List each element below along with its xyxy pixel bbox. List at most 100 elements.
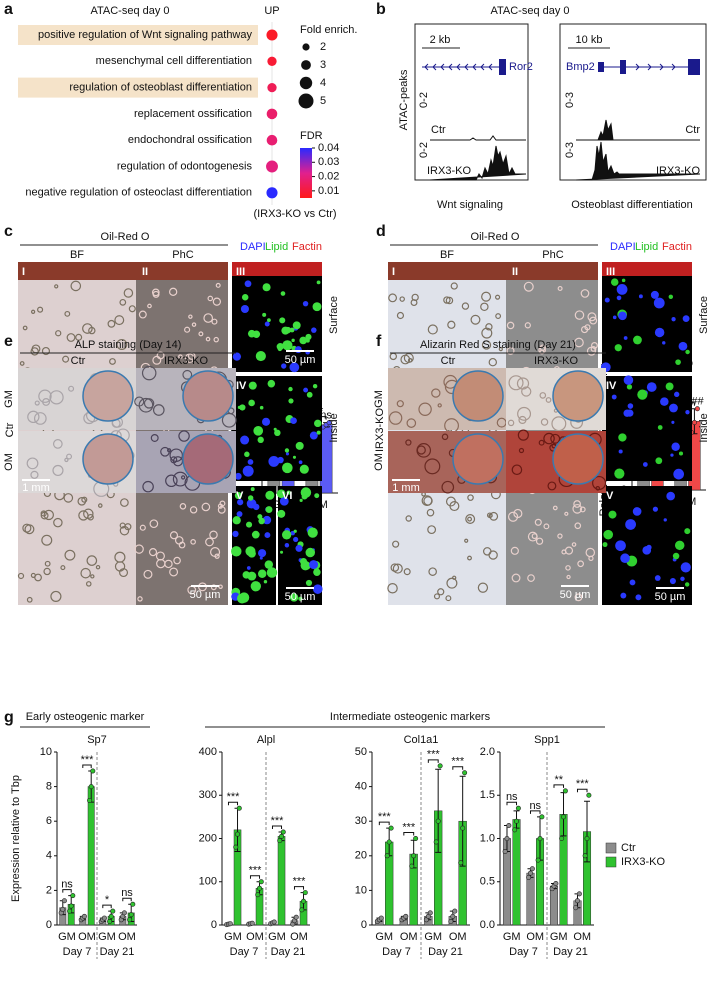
cell (26, 596, 33, 603)
cell (53, 517, 63, 528)
group-label: Day 21 (428, 946, 463, 958)
cell (119, 568, 129, 578)
panel-numeral: III (236, 266, 245, 278)
bracket (403, 832, 415, 836)
panel-numeral: V (236, 490, 244, 502)
fluor-signal (618, 311, 627, 321)
data-point (529, 866, 535, 872)
data-point (277, 838, 283, 844)
data-point (271, 919, 277, 925)
size-label: 5 (320, 95, 326, 107)
data-point (691, 419, 697, 425)
cell (30, 347, 39, 356)
fluor-signal (669, 578, 676, 585)
cell (543, 523, 550, 530)
cell (30, 309, 36, 314)
region-label: Surface (698, 296, 710, 334)
y-tick-label: 2.0 (480, 746, 495, 758)
panel-b: ATAC-seq day 0 ATAC-peaks 2 kb Ror2 0-2 … (398, 5, 707, 211)
data-point (60, 906, 66, 912)
fluor-signal (316, 280, 321, 285)
stain-label: Oil-Red O (101, 231, 150, 243)
data-point (258, 879, 264, 885)
x-tick-label: GM (98, 931, 116, 943)
y-tick-label: 0 (361, 919, 367, 931)
fluor-signal (282, 498, 286, 502)
cell (151, 288, 160, 297)
data-point (388, 825, 394, 831)
significance: *** (427, 749, 441, 761)
panel-numeral: VI (282, 490, 292, 502)
cell (571, 542, 577, 547)
fluor-signal (680, 576, 685, 582)
chart-title: Alpl (257, 734, 275, 746)
cell (518, 447, 525, 454)
fluor-signal (255, 350, 266, 362)
term-label: regulation of odontogenesis (117, 160, 253, 172)
data-point (514, 818, 520, 824)
cell (557, 533, 563, 539)
fluor-signal (242, 571, 251, 579)
chart-title: Col1a1 (404, 734, 439, 746)
cell (160, 446, 170, 457)
cell (26, 457, 39, 470)
size-label: 3 (320, 59, 326, 71)
data-point (450, 913, 456, 919)
cell (557, 285, 563, 291)
cell (150, 434, 159, 442)
fluor-signal (312, 302, 322, 312)
cell (38, 389, 52, 403)
cell (574, 522, 582, 530)
cell (465, 514, 476, 524)
data-point (526, 874, 532, 880)
fluor-signal (604, 297, 610, 303)
size-label: 2 (320, 41, 326, 53)
data-point (409, 863, 415, 869)
fluor-signal (288, 398, 294, 404)
data-point (559, 835, 565, 841)
fluor-signal (241, 294, 249, 301)
cell (552, 505, 558, 511)
data-point (107, 919, 113, 925)
cell (174, 536, 184, 545)
cell (437, 588, 445, 596)
fluor-signal (289, 362, 300, 373)
cell (82, 323, 93, 334)
data-point (586, 792, 592, 798)
fluor-signal (246, 566, 251, 570)
bar (526, 872, 535, 926)
fluor-signal (267, 379, 276, 388)
peak-track (576, 119, 700, 141)
fluor-signal (282, 340, 293, 351)
data-point (326, 420, 332, 426)
cell (66, 333, 76, 342)
fluor-signal (642, 462, 648, 467)
fluor-signal (274, 429, 281, 437)
cell (41, 534, 53, 546)
fluor-signal (237, 593, 248, 604)
term-label: regulation of osteoblast differentiation (69, 82, 252, 94)
fluor-signal (240, 304, 249, 314)
cell (62, 355, 70, 363)
fluor-signal (277, 346, 283, 352)
fluor-signal (280, 550, 284, 554)
fluor-signal (655, 457, 663, 465)
legend-swatch (605, 856, 617, 868)
panel-title: ATAC-seq day 0 (490, 5, 569, 17)
panel-numeral: IV (606, 380, 617, 392)
legend-title: Fold enrich. (300, 24, 357, 36)
cell (119, 298, 127, 306)
fluor-signal (616, 283, 628, 295)
fluor-signal (654, 300, 660, 306)
cell (450, 282, 458, 290)
cell (573, 500, 581, 508)
data-point (108, 913, 114, 919)
sample-label: IRX3-KO (374, 408, 386, 452)
track-label: Ctr (431, 124, 446, 136)
cell (586, 346, 597, 356)
data-point (574, 898, 580, 904)
fluor-signal (258, 549, 267, 558)
bracket (576, 788, 588, 793)
cell (481, 327, 493, 339)
track-label: IRX3-KO (427, 165, 471, 177)
